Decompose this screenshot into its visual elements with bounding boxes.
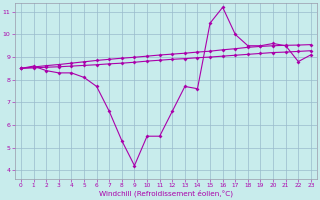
X-axis label: Windchill (Refroidissement éolien,°C): Windchill (Refroidissement éolien,°C) <box>99 190 233 197</box>
